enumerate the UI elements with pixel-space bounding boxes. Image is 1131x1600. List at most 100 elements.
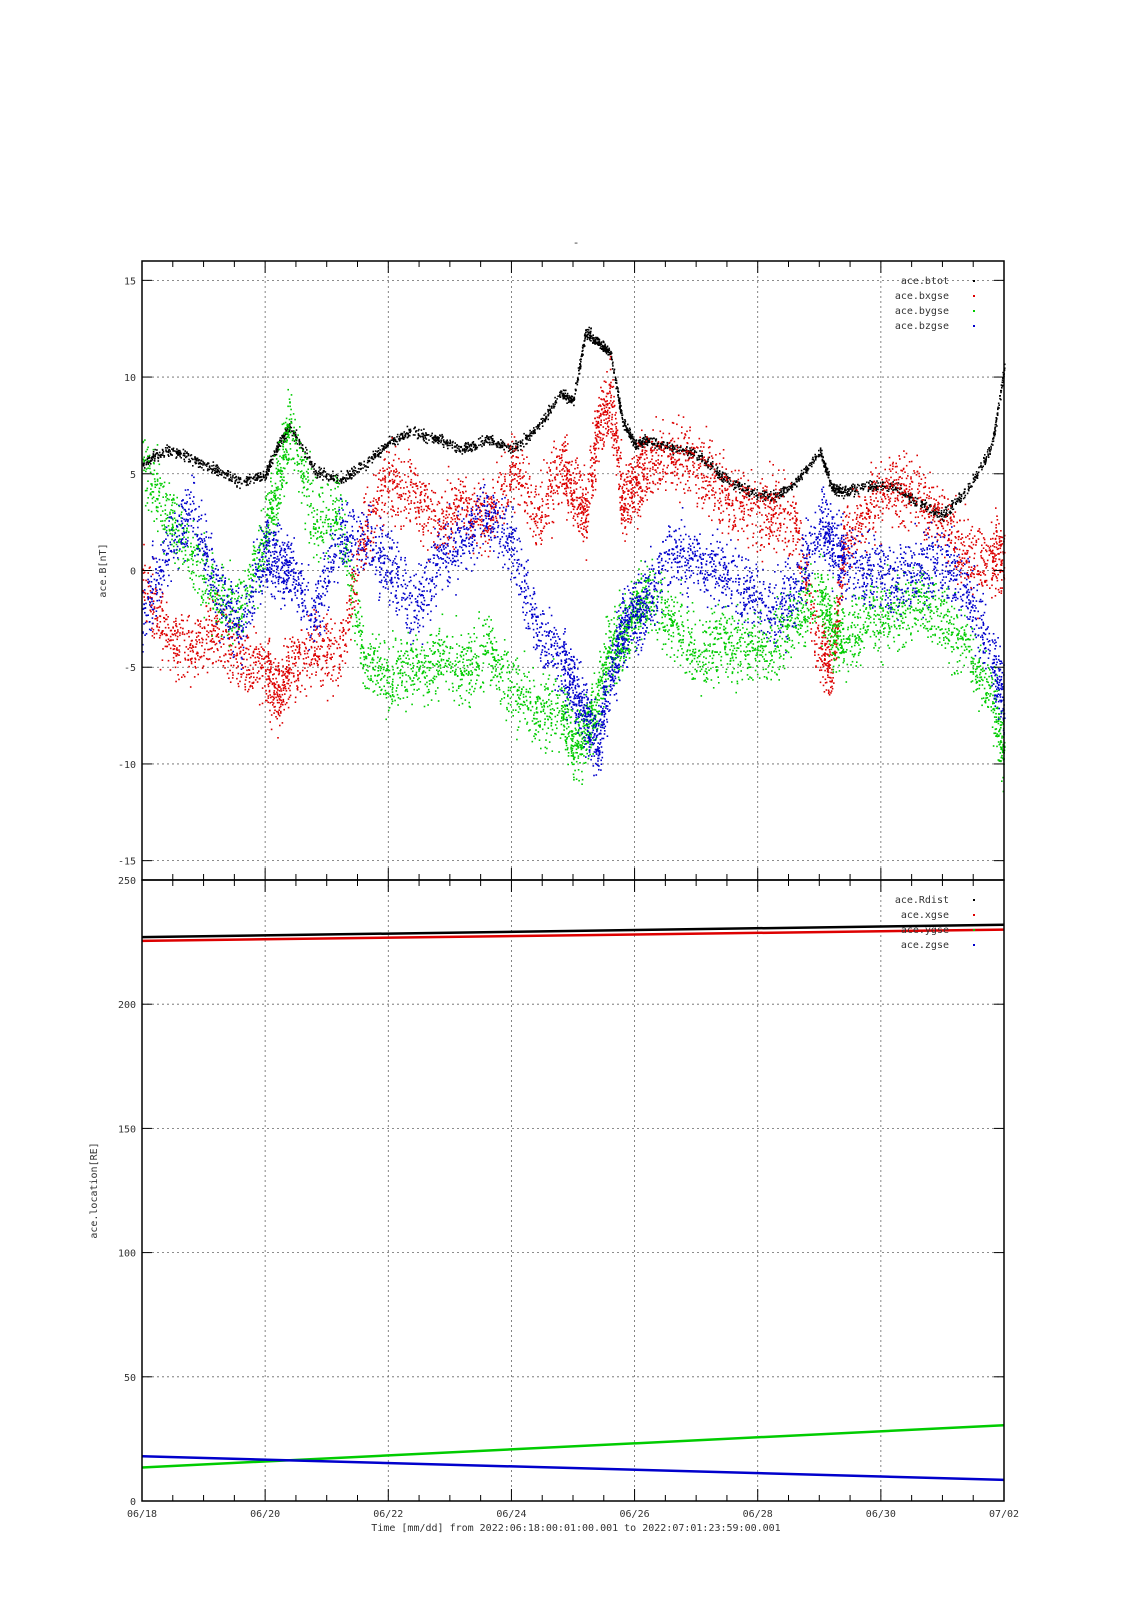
data-point — [456, 449, 458, 452]
data-point — [795, 478, 797, 481]
data-point — [442, 527, 445, 530]
data-point — [739, 491, 741, 494]
data-point — [535, 493, 537, 496]
data-point — [364, 465, 366, 468]
data-point — [421, 435, 423, 438]
data-point — [414, 507, 416, 509]
data-point — [277, 669, 279, 672]
data-point — [638, 441, 640, 444]
data-point — [243, 479, 246, 482]
data-point — [258, 653, 261, 655]
data-point — [415, 485, 418, 487]
data-point — [207, 624, 209, 626]
data-point — [248, 669, 251, 671]
data-point — [289, 671, 291, 674]
data-point — [273, 450, 276, 452]
data-point — [285, 668, 288, 671]
data-point — [700, 459, 703, 461]
data-point — [436, 439, 438, 442]
data-point — [519, 444, 522, 447]
data-point — [593, 341, 595, 343]
data-point — [602, 347, 604, 349]
data-point — [548, 405, 551, 408]
data-point — [347, 622, 349, 624]
data-point — [404, 434, 406, 437]
data-point — [267, 695, 270, 697]
data-point — [424, 500, 426, 503]
data-point — [569, 492, 571, 494]
data-point — [847, 493, 849, 496]
data-point — [554, 460, 556, 462]
data-point — [330, 653, 332, 656]
data-point — [330, 678, 332, 680]
data-point — [951, 500, 953, 502]
data-point — [687, 454, 689, 457]
data-point — [267, 656, 269, 658]
data-point — [229, 653, 231, 656]
data-point — [221, 614, 223, 616]
data-point — [231, 478, 233, 480]
data-point — [424, 485, 427, 488]
data-point — [262, 473, 265, 476]
data-point — [269, 669, 271, 671]
data-point — [543, 418, 546, 421]
data-point — [956, 498, 958, 500]
data-point — [537, 426, 540, 429]
data-point — [932, 510, 934, 513]
data-point — [559, 463, 561, 466]
data-point — [529, 516, 531, 518]
data-point — [437, 546, 439, 548]
data-point — [334, 639, 337, 642]
data-point — [231, 652, 233, 654]
data-point — [237, 682, 239, 685]
data-point — [982, 465, 984, 468]
data-point — [354, 467, 357, 469]
data-point — [823, 466, 826, 468]
data-point — [541, 421, 544, 423]
data-point — [952, 508, 955, 510]
data-point — [512, 488, 515, 491]
data-point — [162, 648, 164, 650]
data-point — [491, 434, 494, 437]
data-point — [404, 506, 406, 508]
data-point — [571, 395, 573, 398]
data-point — [676, 450, 678, 453]
data-point — [405, 517, 408, 519]
data-point — [423, 434, 425, 437]
data-point — [271, 695, 273, 698]
data-point — [199, 641, 201, 644]
data-point — [547, 515, 550, 517]
data-point — [350, 616, 352, 619]
data-point — [376, 490, 379, 492]
data-point — [442, 519, 445, 522]
data-point — [711, 465, 714, 467]
data-point — [987, 454, 990, 457]
data-point — [298, 648, 301, 651]
data-point — [454, 487, 456, 489]
data-point — [460, 499, 462, 501]
data-point — [740, 485, 743, 487]
data-point — [149, 566, 151, 568]
data-point — [471, 509, 474, 512]
data-point — [488, 527, 490, 530]
data-point — [319, 472, 321, 474]
data-point — [433, 440, 436, 442]
data-point — [247, 673, 250, 676]
data-point — [594, 342, 597, 344]
data-point — [415, 431, 417, 433]
data-point — [811, 461, 813, 464]
data-point — [521, 485, 523, 488]
data-point — [503, 483, 505, 485]
data-point — [160, 600, 163, 602]
data-point — [861, 487, 863, 489]
data-point — [163, 617, 166, 619]
data-point — [506, 502, 509, 504]
data-point — [338, 663, 341, 666]
data-point — [288, 664, 290, 666]
data-point — [366, 535, 369, 538]
data-point — [496, 519, 498, 522]
data-point — [491, 498, 493, 501]
data-point — [191, 644, 194, 647]
data-point — [614, 379, 617, 382]
data-point — [577, 507, 579, 509]
